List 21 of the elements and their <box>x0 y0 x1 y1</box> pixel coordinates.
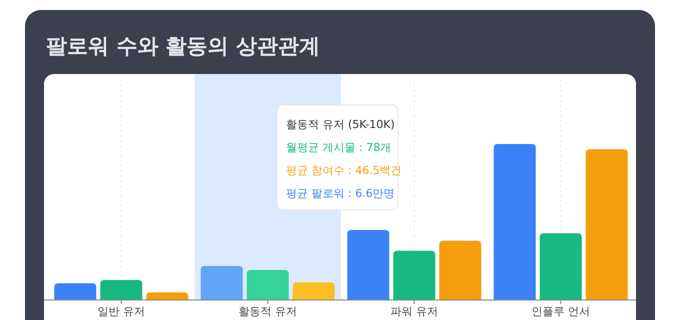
bar <box>586 149 628 300</box>
annotation: 평균 참여수 : 46.5백건 <box>286 164 402 177</box>
chart-title: 팔로워 수와 활동의 상관관계 <box>46 34 320 58</box>
tooltip: 활동적 유저 (5K-10K) 월평균 게시물 : 78개 평균 참여수 : 46.5백건 평균 팔로워 : 6.6만명 <box>276 104 402 210</box>
bar <box>246 270 289 300</box>
bar <box>146 292 188 300</box>
x-tick-label: 인플루 언서 <box>532 305 590 318</box>
bar <box>100 280 142 300</box>
annotation: 월평균 게시물 : 78개 <box>286 141 392 154</box>
bar <box>393 250 436 300</box>
bar <box>347 230 390 300</box>
x-tick-label: 파워 유저 <box>390 305 438 318</box>
bar <box>54 283 96 300</box>
annotation: 평균 팔로워 : 6.6만명 <box>286 187 395 200</box>
bar <box>292 282 335 300</box>
bar <box>540 233 582 300</box>
bar <box>439 240 482 300</box>
x-tick-label: 일반 유저 <box>98 305 145 318</box>
x-tick-label: 활동적 유저 <box>238 305 297 318</box>
bar <box>200 266 243 300</box>
bar <box>494 144 536 300</box>
